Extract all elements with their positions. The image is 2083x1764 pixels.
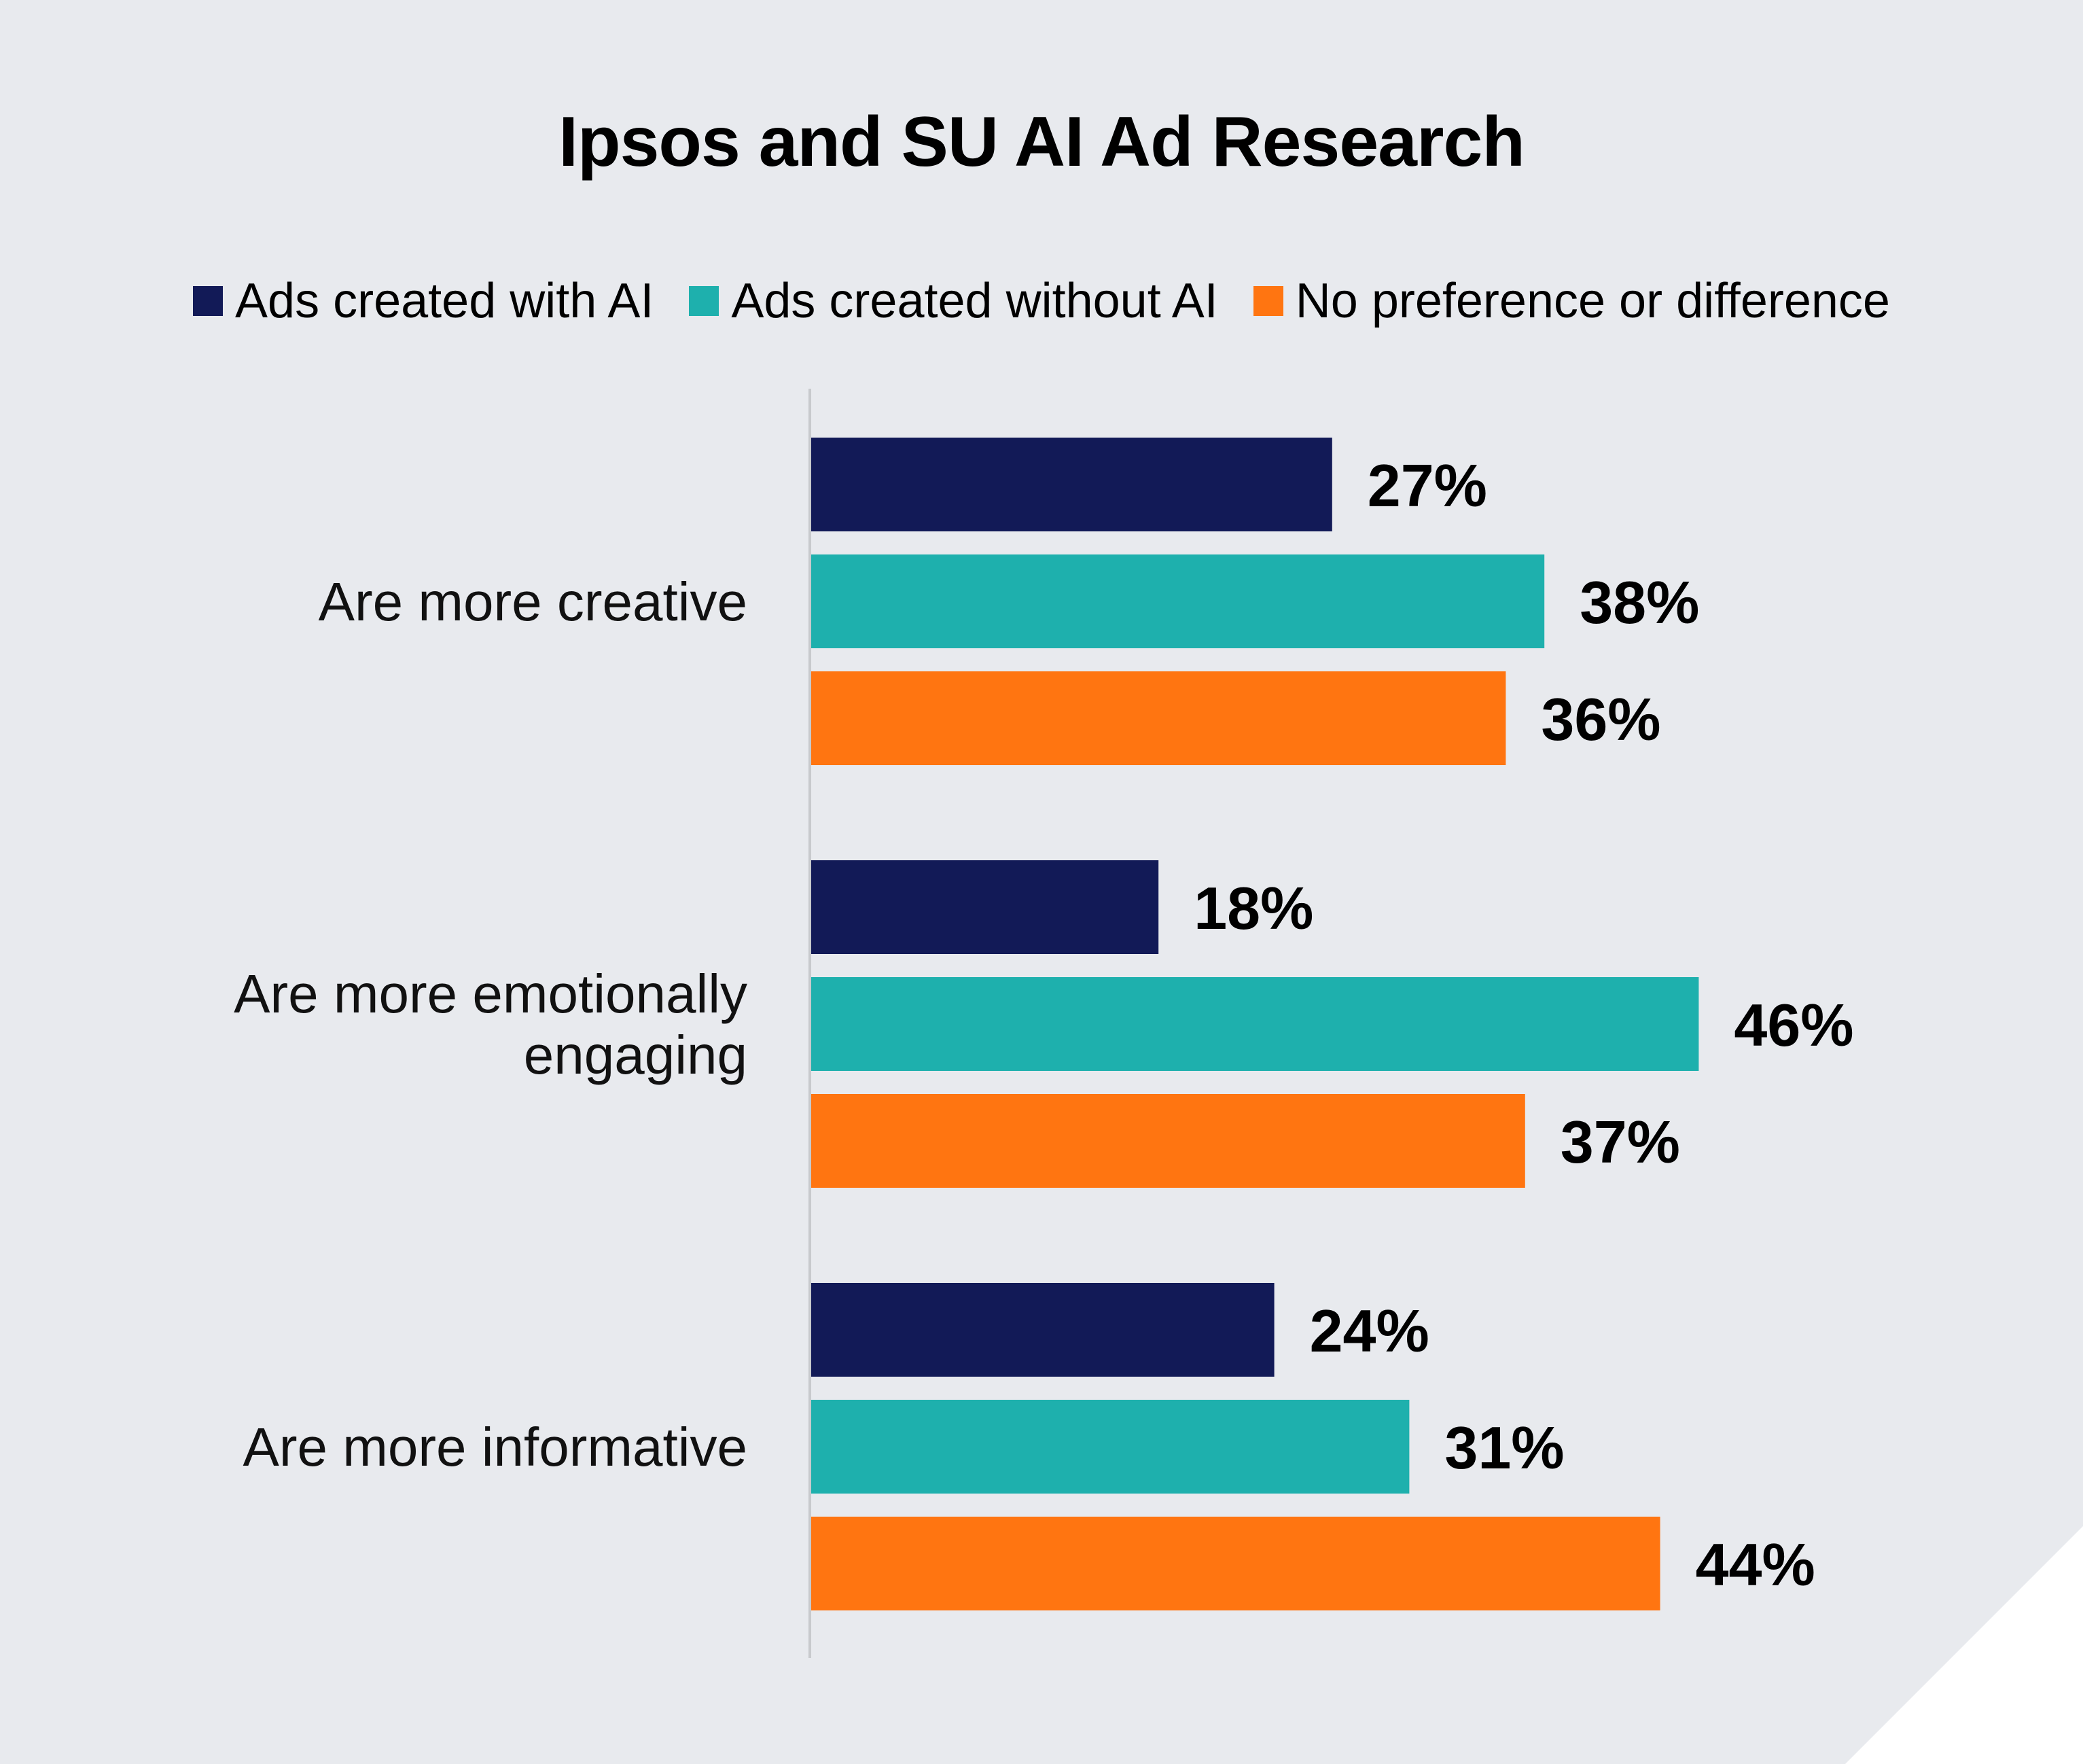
corner-decoration — [1845, 1526, 2083, 1764]
data-label: 46% — [1734, 991, 1853, 1059]
legend-swatch-ads-without-ai — [689, 286, 719, 316]
legend-item-ads-with-ai: Ads created with AI — [193, 273, 654, 329]
category-label: Are more emotionally engaging — [234, 964, 747, 1085]
bar — [811, 554, 1545, 648]
data-label: 24% — [1310, 1297, 1429, 1364]
category-label: Are more creative — [319, 571, 747, 632]
bar — [811, 860, 1159, 954]
legend: Ads created with AI Ads created without … — [0, 273, 2083, 329]
data-label: 38% — [1580, 569, 1699, 636]
bar — [811, 438, 1332, 531]
legend-label-no-preference: No preference or difference — [1295, 274, 1890, 328]
data-label: 27% — [1368, 452, 1487, 519]
legend-label-ads-without-ai: Ads created without AI — [731, 274, 1218, 328]
category-label: Are more informative — [243, 1417, 747, 1477]
bar — [811, 1400, 1410, 1494]
bar — [811, 1517, 1660, 1610]
legend-label-ads-with-ai: Ads created with AI — [235, 274, 654, 328]
bar — [811, 671, 1506, 765]
bar — [811, 1094, 1525, 1188]
legend-item-no-preference: No preference or difference — [1253, 273, 1890, 329]
data-label: 37% — [1561, 1108, 1680, 1176]
bar — [811, 977, 1699, 1071]
legend-swatch-ads-with-ai — [193, 286, 224, 316]
data-label: 44% — [1696, 1531, 1815, 1598]
legend-item-ads-without-ai: Ads created without AI — [689, 273, 1218, 329]
data-label: 18% — [1194, 875, 1313, 942]
bar — [811, 1283, 1275, 1377]
legend-swatch-no-preference — [1253, 286, 1283, 316]
data-label: 31% — [1444, 1414, 1564, 1481]
chart-title: Ipsos and SU AI Ad Research — [558, 103, 1525, 181]
data-label: 36% — [1541, 686, 1660, 753]
